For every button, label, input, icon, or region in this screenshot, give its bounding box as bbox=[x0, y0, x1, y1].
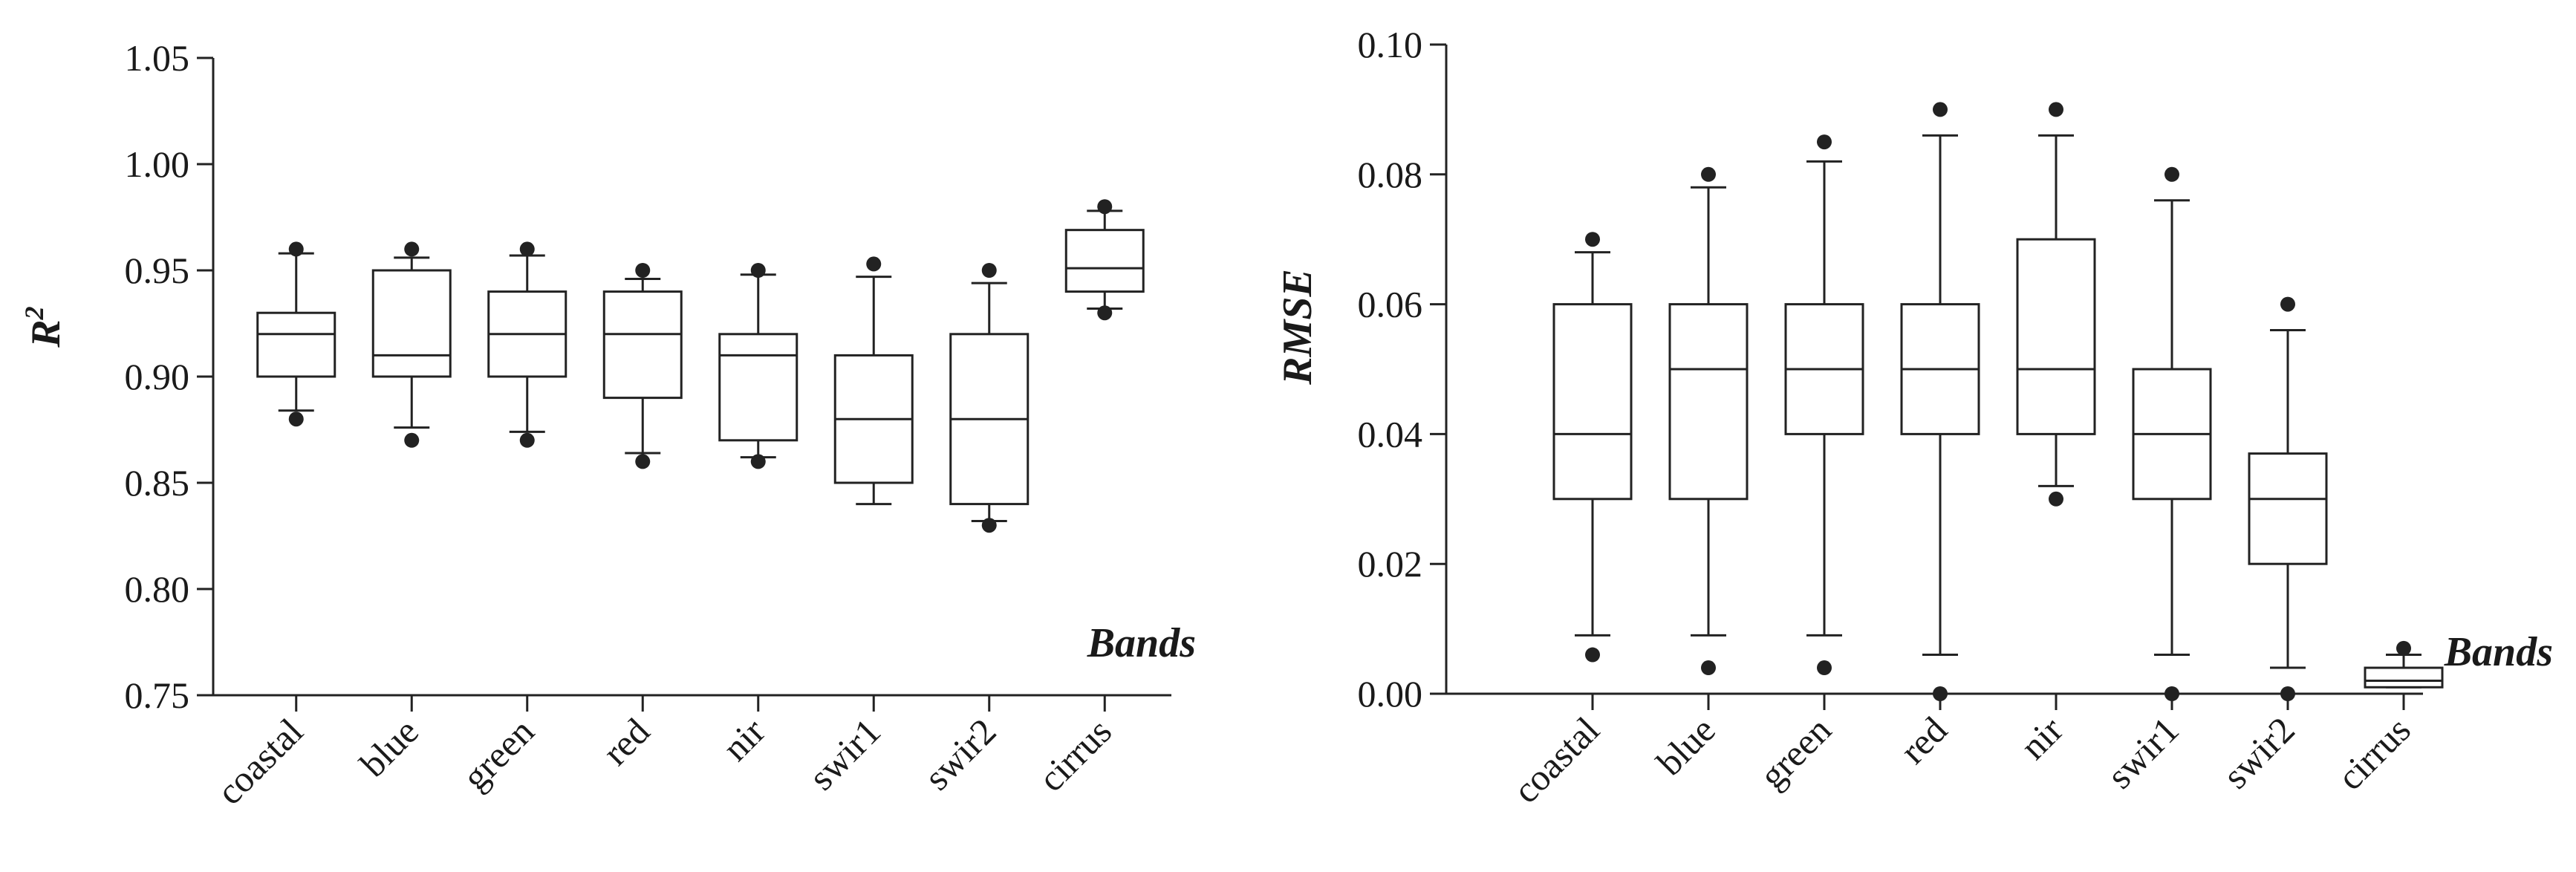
box-green bbox=[1784, 134, 1864, 676]
x-tick-label-swir1: swir1 bbox=[801, 710, 888, 798]
x-tick-label-green: green bbox=[1752, 709, 1839, 796]
iqr-box bbox=[2016, 238, 2096, 435]
iqr-box bbox=[602, 290, 683, 400]
x-axis-title: Bands bbox=[2444, 629, 2553, 675]
outlier-point bbox=[519, 241, 535, 257]
outlier-point bbox=[1701, 660, 1716, 676]
iqr-box bbox=[256, 311, 336, 378]
outlier-point bbox=[866, 256, 882, 272]
x-tick-label-nir: nir bbox=[2012, 709, 2071, 767]
x-tick-label-green: green bbox=[454, 710, 541, 798]
iqr-box bbox=[1668, 303, 1749, 501]
x-tick-label-swir2: swir2 bbox=[916, 710, 1004, 798]
outlier-point bbox=[1701, 166, 1716, 182]
y-tick-label: 1.00 bbox=[125, 143, 190, 185]
x-tick-label-swir1: swir1 bbox=[2099, 709, 2187, 796]
box-coastal bbox=[1552, 232, 1633, 663]
x-tick-label-cirrus: cirrus bbox=[1030, 710, 1119, 799]
outlier-point bbox=[1097, 199, 1113, 215]
iqr-box bbox=[718, 333, 799, 442]
x-tick-label-cirrus: cirrus bbox=[2329, 709, 2419, 798]
y-tick-label: 0.85 bbox=[125, 462, 190, 504]
y-tick-label: 0.02 bbox=[1358, 543, 1423, 585]
outlier-point bbox=[981, 263, 997, 278]
outlier-point bbox=[404, 241, 420, 257]
x-axis-title: Bands bbox=[1087, 620, 1196, 666]
y-axis-title: R2 bbox=[19, 306, 69, 348]
outlier-point bbox=[750, 263, 766, 278]
outlier-point bbox=[1097, 305, 1113, 321]
box-cirrus bbox=[2364, 640, 2444, 689]
box-swir1 bbox=[2132, 166, 2212, 701]
rmse-boxplot-panel: 0.00 0.02 0.04 0.06 0.08 0.10 RMSE Bands coastal… bbox=[1275, 24, 2553, 811]
x-tick-label-swir2: swir2 bbox=[2215, 709, 2303, 796]
iqr-box bbox=[2248, 452, 2328, 565]
outlier-point bbox=[981, 518, 997, 533]
iqr-box bbox=[1064, 229, 1145, 293]
outlier-point bbox=[404, 432, 420, 448]
x-tick-label-blue: blue bbox=[352, 710, 426, 784]
outlier-point bbox=[288, 241, 304, 257]
y-axis-title-superscript: 2 bbox=[19, 306, 49, 320]
outlier-point bbox=[2049, 491, 2063, 507]
x-tick-label-coastal: coastal bbox=[209, 710, 311, 813]
box-cirrus bbox=[1064, 199, 1145, 321]
outlier-point bbox=[1585, 232, 1600, 247]
y-axis-title: RMSE bbox=[1275, 269, 1321, 385]
iqr-box bbox=[371, 269, 452, 378]
box-swir2 bbox=[2248, 296, 2328, 701]
y-tick-label: 1.05 bbox=[125, 37, 190, 79]
box-blue bbox=[1668, 166, 1749, 676]
box-green bbox=[487, 241, 567, 448]
y-tick-label: 0.06 bbox=[1358, 284, 1423, 325]
box-nir bbox=[2016, 102, 2096, 507]
x-tick-label-coastal: coastal bbox=[1505, 709, 1607, 811]
y-tick-label: 0.04 bbox=[1358, 413, 1423, 455]
box-blue bbox=[371, 241, 452, 448]
y-tick-label: 0.00 bbox=[1358, 673, 1423, 715]
iqr-box bbox=[2364, 666, 2444, 689]
outlier-point bbox=[288, 411, 304, 427]
outlier-point bbox=[750, 454, 766, 469]
x-tick-label-red: red bbox=[594, 710, 657, 773]
outlier-point bbox=[519, 432, 535, 448]
outlier-point bbox=[2164, 166, 2179, 182]
outlier-point bbox=[1817, 660, 1832, 676]
outlier-point bbox=[2280, 296, 2295, 312]
outlier-point bbox=[1585, 647, 1600, 663]
outlier-point bbox=[635, 454, 651, 469]
y-tick-label: 0.75 bbox=[125, 674, 190, 716]
x-tick-label-blue: blue bbox=[1648, 709, 1723, 783]
outlier-point bbox=[1817, 134, 1832, 150]
y-tick-label: 0.95 bbox=[125, 250, 190, 291]
outlier-point bbox=[2396, 640, 2411, 656]
r2-boxplot-panel: 0.75 0.80 0.85 0.90 0.95 1.00 1.05 R2 Bands coast… bbox=[19, 37, 1196, 813]
box-swir1 bbox=[833, 256, 914, 506]
box-nir bbox=[718, 263, 799, 469]
outlier-point bbox=[635, 263, 651, 278]
box-coastal bbox=[256, 241, 336, 427]
y-tick-label: 0.90 bbox=[125, 356, 190, 397]
box-red bbox=[1900, 102, 1980, 701]
x-tick-label-nir: nir bbox=[715, 710, 773, 769]
y-tick-label: 0.80 bbox=[125, 568, 190, 610]
y-tick-label: 0.08 bbox=[1358, 154, 1423, 195]
box-swir2 bbox=[949, 263, 1030, 533]
x-tick-label-red: red bbox=[1892, 709, 1955, 772]
box-red bbox=[602, 263, 683, 469]
outlier-point bbox=[2049, 102, 2063, 117]
y-tick-label: 0.10 bbox=[1358, 24, 1423, 65]
iqr-box bbox=[1552, 303, 1633, 501]
outlier-point bbox=[1933, 102, 1948, 117]
